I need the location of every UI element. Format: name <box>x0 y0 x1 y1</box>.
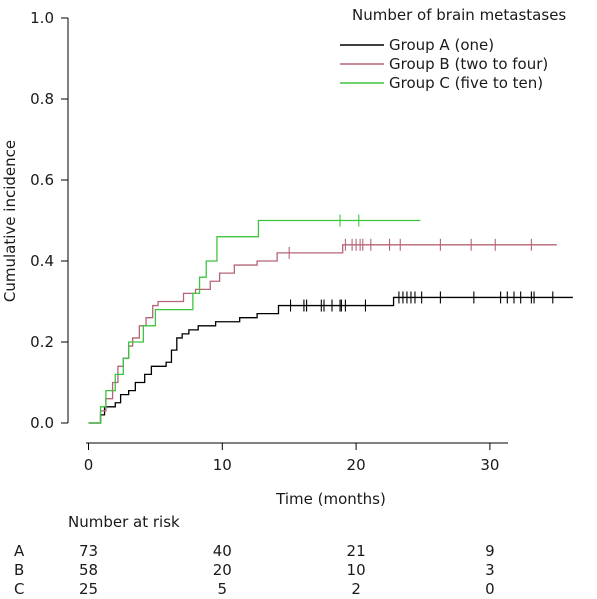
series-line-a <box>88 296 573 424</box>
x-tick-label: 20 <box>347 456 366 474</box>
risk-table: A 73 40 21 9B 58 20 10 3C 25 5 2 0 <box>14 542 495 598</box>
series-group <box>88 214 573 424</box>
risk-cell: 2 <box>351 580 361 598</box>
risk-cell: 20 <box>213 561 232 579</box>
risk-cell: 25 <box>79 580 98 598</box>
x-axis-label: Time (months) <box>275 490 386 508</box>
legend-title: Number of brain metastases <box>352 6 566 24</box>
risk-cell: 21 <box>347 542 366 560</box>
x-ticks: 0 10 20 30 <box>84 443 499 474</box>
risk-row-label: A <box>14 542 25 560</box>
x-tick-label: 0 <box>84 456 94 474</box>
y-tick-label: 1.0 <box>30 9 54 27</box>
series-line-c <box>88 219 421 424</box>
risk-row-label: C <box>14 580 24 598</box>
risk-cell: 40 <box>213 542 232 560</box>
y-tick-label: 0.8 <box>30 90 54 108</box>
risk-cell: 0 <box>485 580 495 598</box>
series-group-b <box>88 238 557 424</box>
x-tick-label: 10 <box>213 456 232 474</box>
legend-entries: Group A (one)Group B (two to four)Group … <box>340 36 548 92</box>
risk-cell: 5 <box>218 580 228 598</box>
series-group-a <box>88 291 573 424</box>
legend: Number of brain metastases Group A (one)… <box>340 6 566 92</box>
x-tick-label: 30 <box>480 456 499 474</box>
y-tick-label: 0.6 <box>30 171 54 189</box>
risk-cell: 58 <box>79 561 98 579</box>
risk-cell: 73 <box>79 542 98 560</box>
y-ticks: 0.0 0.2 0.4 0.6 0.8 1.0 <box>30 9 68 432</box>
y-tick-label: 0.0 <box>30 414 54 432</box>
risk-table-title: Number at risk <box>68 513 180 531</box>
risk-cell: 10 <box>347 561 366 579</box>
y-axis-label: Cumulative incidence <box>1 140 19 302</box>
risk-cell: 9 <box>485 542 495 560</box>
legend-label-b: Group B (two to four) <box>389 55 548 73</box>
series-group-c <box>88 214 421 424</box>
legend-label-c: Group C (five to ten) <box>389 74 543 92</box>
series-line-b <box>88 244 557 424</box>
y-tick-label: 0.4 <box>30 252 54 270</box>
legend-label-a: Group A (one) <box>389 36 494 54</box>
risk-row-label: B <box>14 561 24 579</box>
y-tick-label: 0.2 <box>30 333 54 351</box>
risk-cell: 3 <box>485 561 495 579</box>
